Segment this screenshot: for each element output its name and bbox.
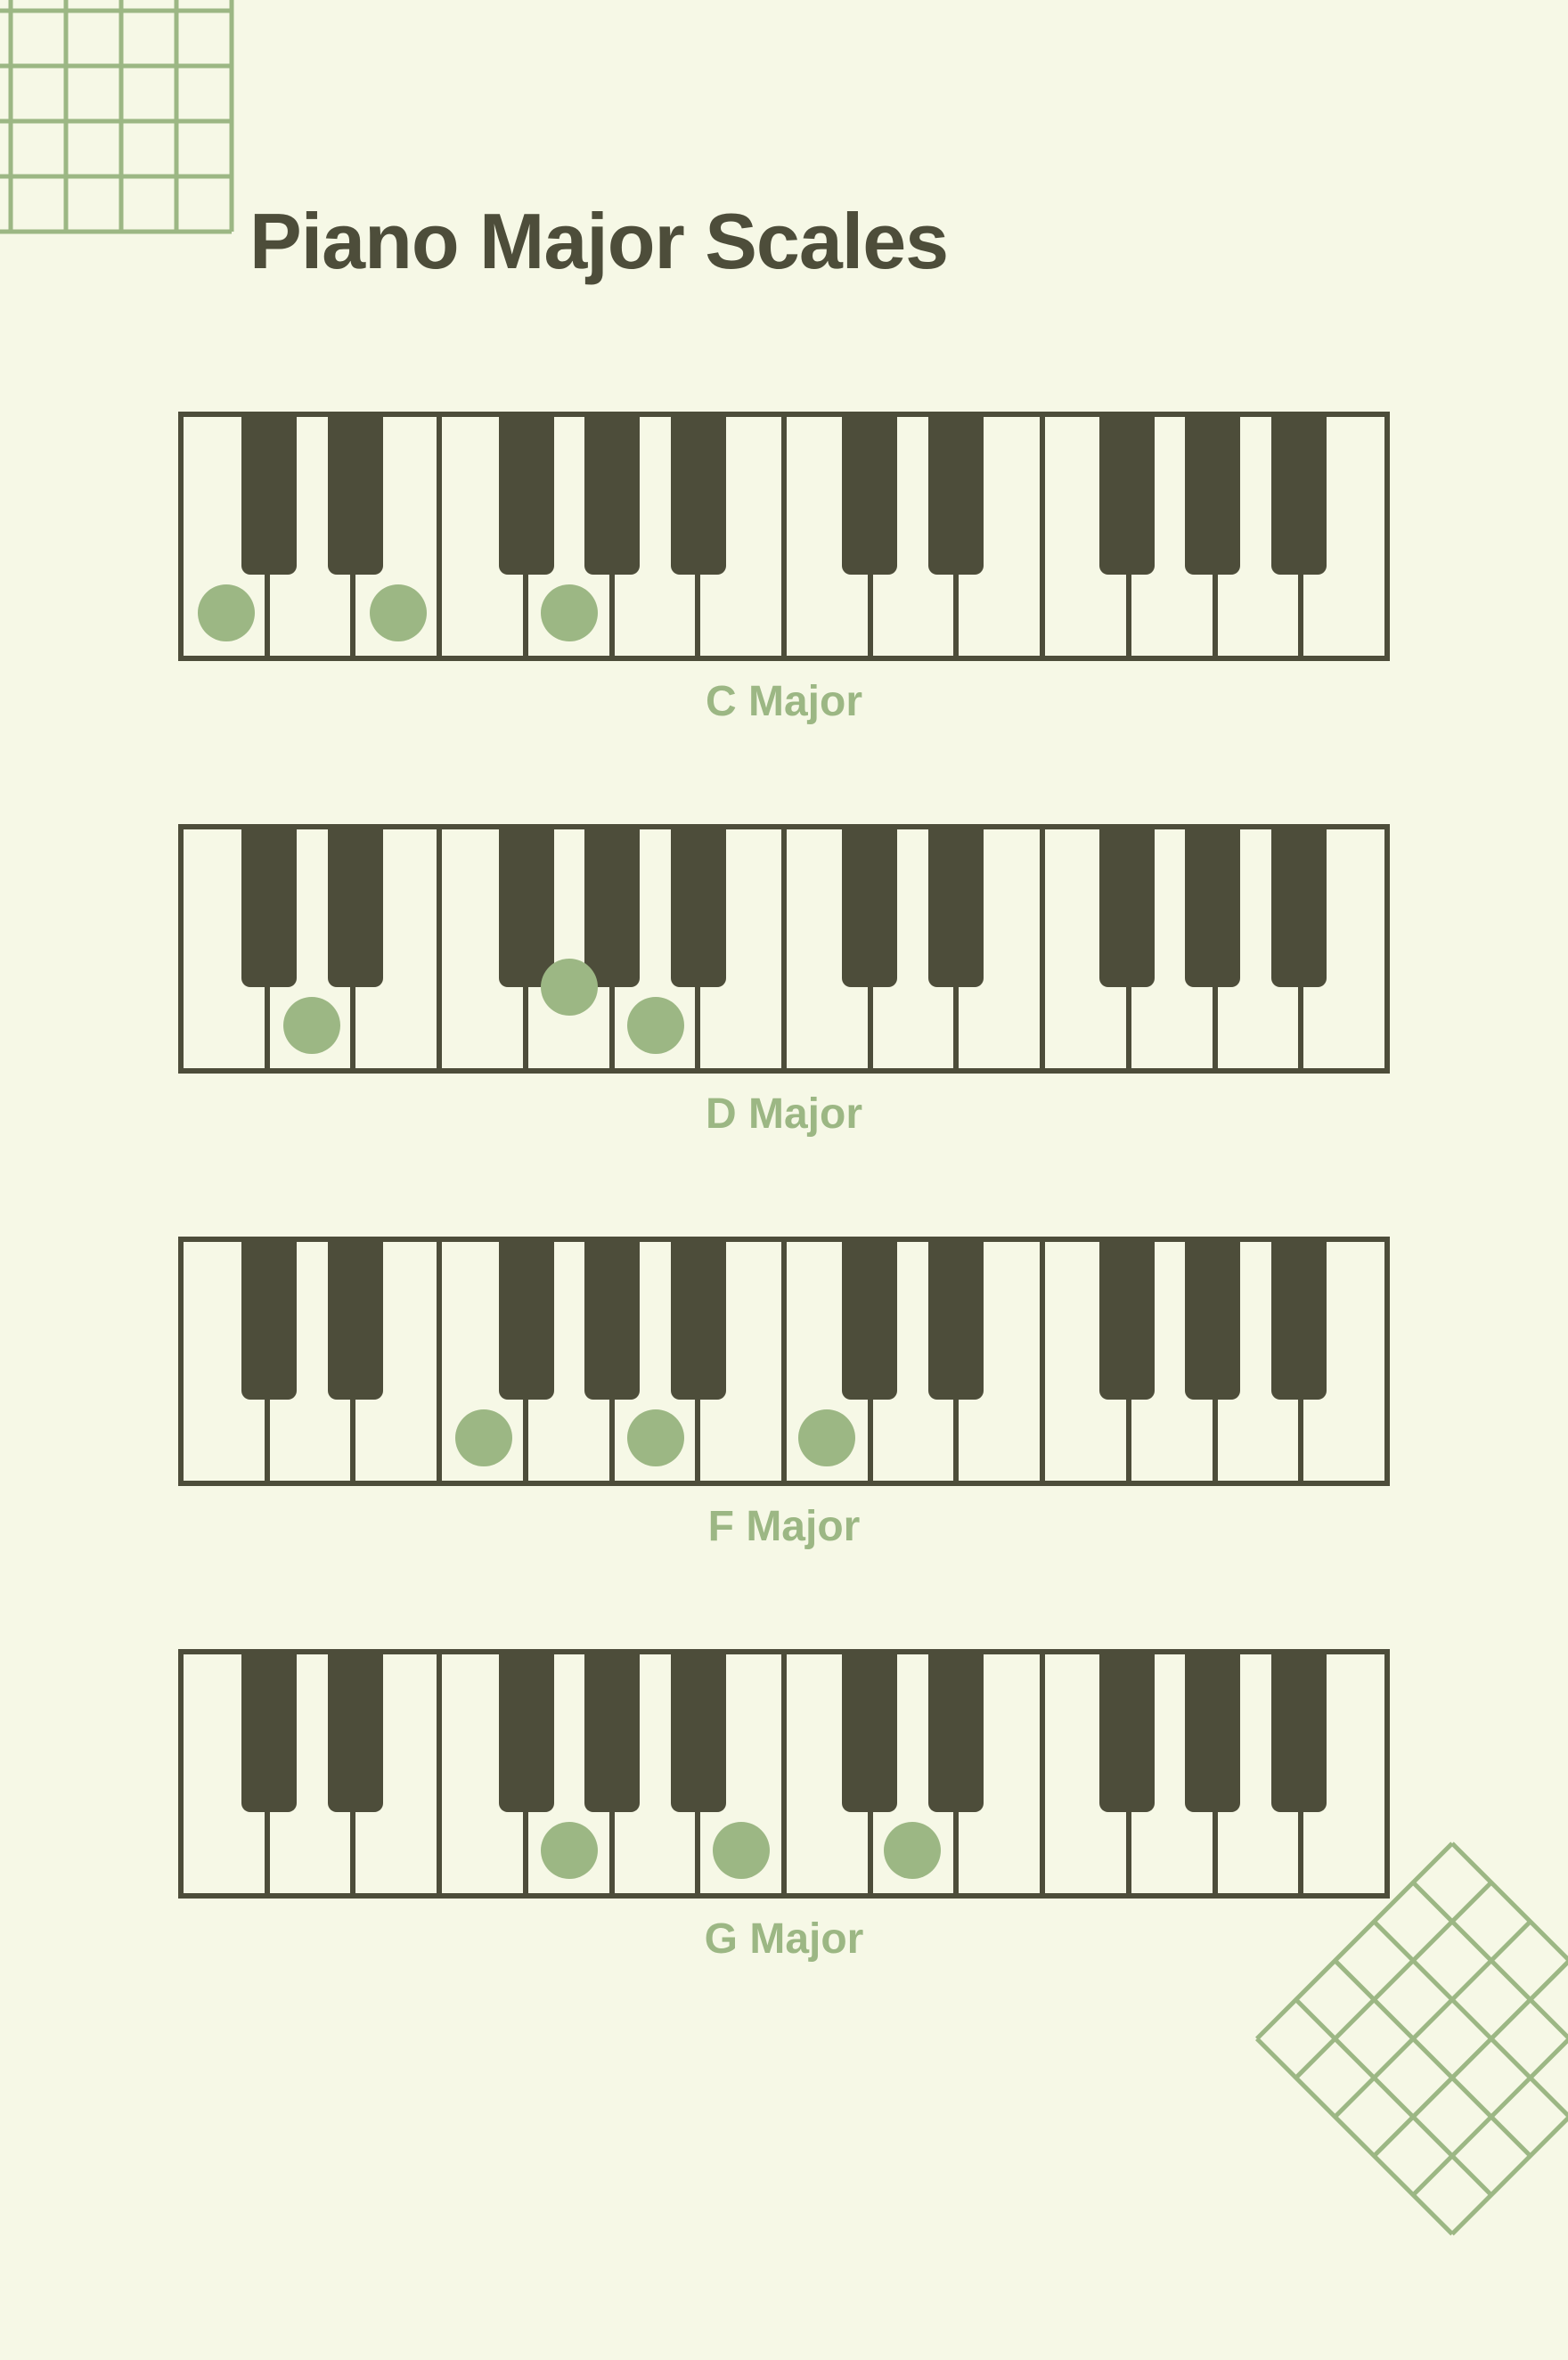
black-key [1271, 829, 1327, 987]
black-key [328, 417, 383, 575]
black-key [928, 829, 984, 987]
scale-caption: G Major [178, 1915, 1390, 1964]
scale-block: D Major [178, 824, 1390, 1139]
black-key [1271, 417, 1327, 575]
black-key [671, 1654, 726, 1812]
page-title: Piano Major Scales [249, 196, 1390, 287]
black-key [842, 417, 897, 575]
black-key [1271, 1654, 1327, 1812]
black-key [1099, 829, 1155, 987]
scale-block: G Major [178, 1649, 1390, 1964]
black-key [1185, 1242, 1240, 1400]
black-key [1099, 1242, 1155, 1400]
page: Piano Major Scales C Major D Major F Major… [0, 0, 1568, 2211]
scales-container: C Major D Major F Major G Major [178, 412, 1390, 1964]
scale-block: F Major [178, 1237, 1390, 1551]
black-key [671, 829, 726, 987]
note-marker [283, 997, 340, 1054]
note-marker [541, 959, 598, 1016]
black-key [328, 1242, 383, 1400]
note-marker [627, 997, 684, 1054]
black-key [1271, 1242, 1327, 1400]
black-key [1099, 417, 1155, 575]
scale-caption: C Major [178, 677, 1390, 726]
black-key [1099, 1654, 1155, 1812]
scale-caption: D Major [178, 1090, 1390, 1139]
black-key [241, 1242, 297, 1400]
keyboard [178, 824, 1390, 1074]
black-key [499, 829, 554, 987]
note-marker [627, 1409, 684, 1466]
note-marker [198, 584, 255, 641]
note-marker [541, 584, 598, 641]
black-key [1185, 829, 1240, 987]
black-key [671, 1242, 726, 1400]
black-key [928, 1654, 984, 1812]
black-key [584, 1242, 640, 1400]
black-key [584, 829, 640, 987]
black-key [584, 417, 640, 575]
note-marker [370, 584, 427, 641]
black-key [1185, 1654, 1240, 1812]
black-key [499, 1242, 554, 1400]
black-key [928, 417, 984, 575]
black-key [842, 1654, 897, 1812]
note-marker [541, 1822, 598, 1879]
note-marker [798, 1409, 855, 1466]
scale-block: C Major [178, 412, 1390, 726]
black-key [328, 829, 383, 987]
note-marker [884, 1822, 941, 1879]
keyboard [178, 1237, 1390, 1486]
black-key [842, 1242, 897, 1400]
black-key [241, 1654, 297, 1812]
black-key [584, 1654, 640, 1812]
black-key [241, 829, 297, 987]
black-key [241, 417, 297, 575]
keyboard [178, 1649, 1390, 1899]
keyboard [178, 412, 1390, 661]
scale-caption: F Major [178, 1502, 1390, 1551]
black-key [928, 1242, 984, 1400]
black-key [499, 417, 554, 575]
black-key [842, 829, 897, 987]
note-marker [713, 1822, 770, 1879]
black-key [328, 1654, 383, 1812]
note-marker [455, 1409, 512, 1466]
black-key [1185, 417, 1240, 575]
black-key [671, 417, 726, 575]
deco-grid-top-left [0, 0, 321, 321]
black-key [499, 1654, 554, 1812]
